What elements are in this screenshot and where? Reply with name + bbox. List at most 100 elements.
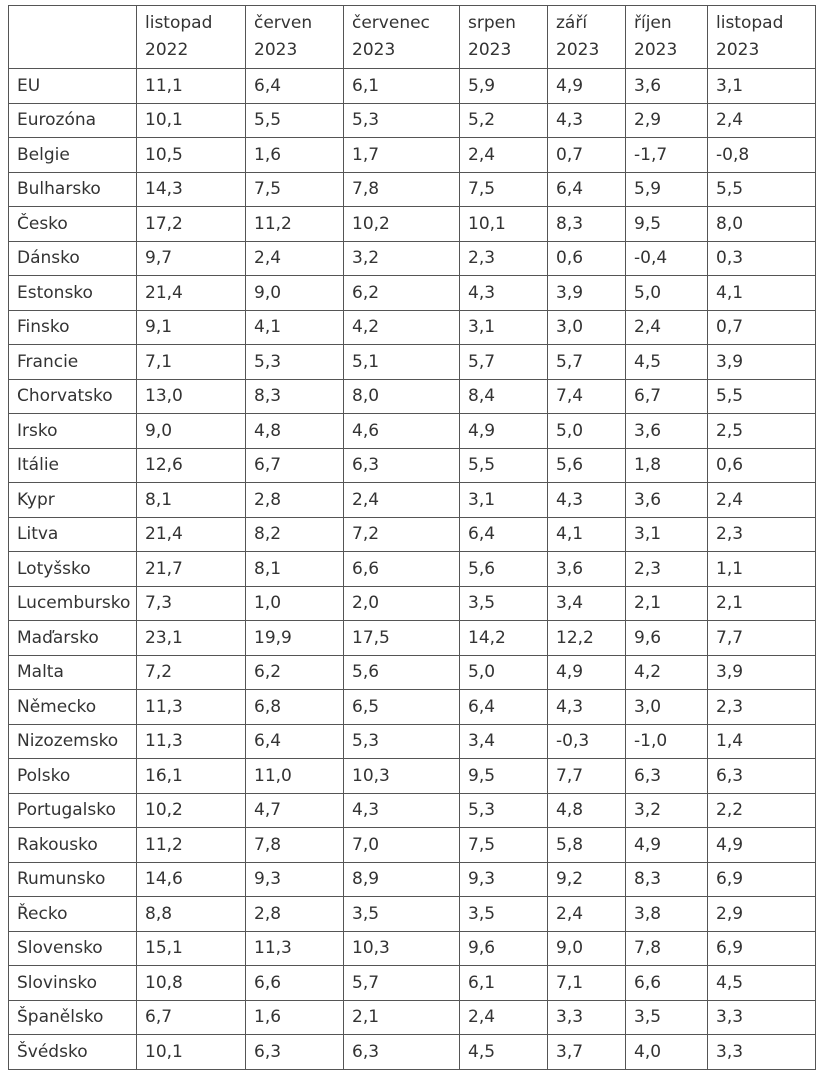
table-row: Eurozóna 10,1 5,5 5,3 5,2 4,3 2,9 2,4 [8, 102, 816, 138]
table-row: Lucembursko 7,3 1,0 2,0 3,5 3,4 2,1 2,1 [8, 585, 816, 621]
value-cell: 10,8 [136, 965, 246, 1001]
header-month: říjen [634, 13, 672, 33]
value-cell: 3,3 [707, 999, 816, 1035]
value-cell: 9,3 [245, 861, 344, 897]
value-cell: 2,8 [245, 896, 344, 932]
country-cell: Slovensko [8, 930, 137, 966]
value-cell: 5,5 [459, 447, 548, 483]
value-cell: 4,9 [625, 827, 708, 863]
value-cell: 2,3 [707, 516, 816, 552]
table-row: Belgie 10,5 1,6 1,7 2,4 0,7 -1,7 -0,8 [8, 137, 816, 173]
header-month: červenec [352, 13, 430, 33]
value-cell: 9,6 [625, 620, 708, 656]
table-body: EU 11,1 6,4 6,1 5,9 4,9 3,6 3,1 Eurozóna 10,1 5,5 5… [8, 68, 816, 1070]
value-cell: 5,9 [459, 68, 548, 104]
value-cell: 5,2 [459, 102, 548, 138]
value-cell: 1,7 [343, 137, 460, 173]
value-cell: 3,9 [707, 654, 816, 690]
value-cell: 21,4 [136, 275, 246, 311]
value-cell: 3,1 [707, 68, 816, 104]
table-row: Litva 21,4 8,2 7,2 6,4 4,1 3,1 2,3 [8, 516, 816, 552]
value-cell: 5,7 [459, 344, 548, 380]
value-cell: 4,8 [547, 792, 626, 828]
value-cell: 3,1 [459, 309, 548, 345]
value-cell: 2,4 [459, 999, 548, 1035]
value-cell: 6,6 [245, 965, 344, 1001]
value-cell: 2,1 [343, 999, 460, 1035]
value-cell: 8,2 [245, 516, 344, 552]
value-cell: 11,2 [245, 206, 344, 242]
value-cell: 16,1 [136, 758, 246, 794]
value-cell: 3,6 [625, 482, 708, 518]
value-cell: 1,6 [245, 137, 344, 173]
header-cell: říjen 2023 [625, 5, 708, 69]
value-cell: 21,4 [136, 516, 246, 552]
value-cell: 0,7 [707, 309, 816, 345]
value-cell: 10,2 [343, 206, 460, 242]
value-cell: 3,3 [547, 999, 626, 1035]
value-cell: 12,6 [136, 447, 246, 483]
value-cell: 2,9 [707, 896, 816, 932]
value-cell: 6,4 [547, 171, 626, 207]
value-cell: 4,7 [245, 792, 344, 828]
value-cell: 4,5 [459, 1034, 548, 1070]
value-cell: 6,9 [707, 930, 816, 966]
value-cell: 6,2 [245, 654, 344, 690]
header-month: září [556, 13, 588, 33]
value-cell: 9,2 [547, 861, 626, 897]
value-cell: 1,1 [707, 551, 816, 587]
value-cell: 2,0 [343, 585, 460, 621]
table-row: EU 11,1 6,4 6,1 5,9 4,9 3,6 3,1 [8, 68, 816, 104]
value-cell: 2,3 [707, 689, 816, 725]
header-month: listopad [145, 13, 213, 33]
table-row: Řecko 8,8 2,8 3,5 3,5 2,4 3,8 2,9 [8, 896, 816, 932]
value-cell: 7,4 [547, 378, 626, 414]
value-cell: 3,5 [459, 585, 548, 621]
country-cell: Španělsko [8, 999, 137, 1035]
value-cell: 2,4 [459, 137, 548, 173]
value-cell: 6,4 [245, 68, 344, 104]
value-cell: 7,0 [343, 827, 460, 863]
value-cell: 11,3 [136, 689, 246, 725]
header-cell: listopad 2022 [136, 5, 246, 69]
table-row: Česko 17,2 11,2 10,2 10,1 8,3 9,5 8,0 [8, 206, 816, 242]
header-year: 2023 [352, 40, 396, 60]
value-cell: 3,5 [459, 896, 548, 932]
header-year: 2023 [254, 40, 298, 60]
value-cell: 1,6 [245, 999, 344, 1035]
value-cell: 7,5 [245, 171, 344, 207]
country-cell: Nizozemsko [8, 723, 137, 759]
value-cell: 0,3 [707, 240, 816, 276]
value-cell: 5,7 [547, 344, 626, 380]
value-cell: 11,3 [136, 723, 246, 759]
value-cell: 3,7 [547, 1034, 626, 1070]
value-cell: 7,5 [459, 827, 548, 863]
value-cell: 7,2 [136, 654, 246, 690]
country-cell: Dánsko [8, 240, 137, 276]
value-cell: 4,1 [245, 309, 344, 345]
value-cell: 6,6 [625, 965, 708, 1001]
table-row: Rumunsko 14,6 9,3 8,9 9,3 9,2 8,3 6,9 [8, 861, 816, 897]
value-cell: 7,5 [459, 171, 548, 207]
value-cell: 0,6 [547, 240, 626, 276]
value-cell: 6,3 [707, 758, 816, 794]
value-cell: 5,3 [459, 792, 548, 828]
value-cell: 12,2 [547, 620, 626, 656]
value-cell: 14,2 [459, 620, 548, 656]
value-cell: 9,5 [625, 206, 708, 242]
header-year: 2023 [468, 40, 512, 60]
value-cell: 4,8 [245, 413, 344, 449]
value-cell: 9,0 [245, 275, 344, 311]
country-cell: Polsko [8, 758, 137, 794]
value-cell: 7,1 [547, 965, 626, 1001]
value-cell: 6,8 [245, 689, 344, 725]
table-row: Německo 11,3 6,8 6,5 6,4 4,3 3,0 2,3 [8, 689, 816, 725]
country-cell: Rakousko [8, 827, 137, 863]
value-cell: 5,6 [459, 551, 548, 587]
value-cell: 3,6 [547, 551, 626, 587]
header-year: 2023 [634, 40, 678, 60]
value-cell: 13,0 [136, 378, 246, 414]
value-cell: 5,8 [547, 827, 626, 863]
value-cell: 2,4 [707, 102, 816, 138]
value-cell: 4,3 [343, 792, 460, 828]
